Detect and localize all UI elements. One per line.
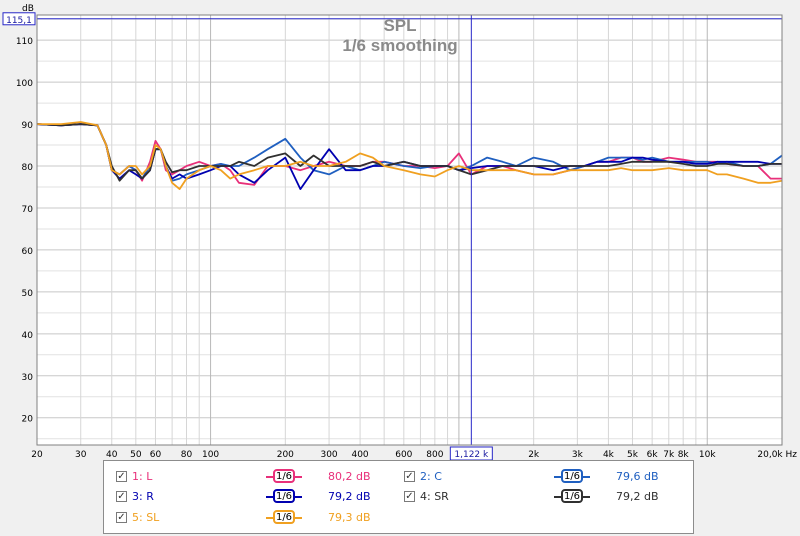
x-tick-label: 7k xyxy=(663,450,675,460)
y-tick-label: 80 xyxy=(22,163,34,173)
x-tick-label: 400 xyxy=(351,450,368,460)
x-tick-label: 50 xyxy=(130,450,142,460)
legend-value: 79,2 dB xyxy=(616,490,659,503)
x-tick-label: 300 xyxy=(320,450,337,460)
cursor-x-readout: 1,122 k xyxy=(454,450,489,460)
x-tick-label: 80 xyxy=(181,450,193,460)
legend-series-name: 2: C xyxy=(420,470,442,483)
smoothing-button[interactable]: 1/6 xyxy=(266,509,302,527)
y-tick-label: 50 xyxy=(22,289,34,299)
legend-value: 79,2 dB xyxy=(328,490,371,503)
legend-entry-1: ✓ 1: L 1/6 80,2 dB xyxy=(116,468,396,486)
legend-checkbox[interactable]: ✓ xyxy=(116,471,127,482)
legend-checkbox[interactable]: ✓ xyxy=(404,491,415,502)
series-line-4 xyxy=(36,123,782,182)
legend-entry-2: ✓ 2: C 1/6 79,6 dB xyxy=(404,468,684,486)
x-tick-label: 20,0k Hz xyxy=(757,450,797,460)
legend-checkbox[interactable]: ✓ xyxy=(116,491,127,502)
legend-series-name: 3: R xyxy=(132,490,154,503)
legend-series-name: 4: SR xyxy=(420,490,449,503)
cursor-y-readout: 115,1 xyxy=(6,16,32,26)
x-tick-label: 60 xyxy=(150,450,162,460)
x-tick-label: 10k xyxy=(699,450,716,460)
y-axis-label: dB xyxy=(22,4,34,14)
x-tick-label: 4k xyxy=(603,450,615,460)
x-tick-label: 6k xyxy=(647,450,659,460)
legend-value: 79,6 dB xyxy=(616,470,659,483)
y-tick-label: 60 xyxy=(22,247,34,257)
y-tick-label: 70 xyxy=(22,205,34,215)
plot-frame xyxy=(36,14,783,446)
legend-entry-4: ✓ 4: SR 1/6 79,2 dB xyxy=(404,488,684,506)
x-tick-label: 2k xyxy=(528,450,540,460)
y-tick-label: 40 xyxy=(22,331,34,341)
y-tick-label: 90 xyxy=(22,121,34,131)
cursor-y-readout-box xyxy=(2,12,36,26)
legend-entry-5: ✓ 5: SL 1/6 79,3 dB xyxy=(116,509,396,527)
x-tick-label: 20 xyxy=(31,450,43,460)
chart-title: SPL xyxy=(383,16,416,35)
x-tick-label: 100 xyxy=(202,450,219,460)
legend-checkbox[interactable]: ✓ xyxy=(116,512,127,523)
x-tick-label: 200 xyxy=(277,450,294,460)
smoothing-label: 1/6 xyxy=(273,469,295,483)
y-tick-labels: 20 30 40 50 60 70 80 90 100 110 xyxy=(16,37,33,425)
legend-series-name: 1: L xyxy=(132,470,153,483)
smoothing-button[interactable]: 1/6 xyxy=(266,488,302,506)
legend-series-name: 5: SL xyxy=(132,511,160,524)
legend-entry-3: ✓ 3: R 1/6 79,2 dB xyxy=(116,488,396,506)
x-tick-label: 40 xyxy=(106,450,118,460)
x-tick-label: 3k xyxy=(572,450,584,460)
legend-value: 80,2 dB xyxy=(328,470,371,483)
y-tick-label: 100 xyxy=(16,79,33,89)
chart-subtitle: 1/6 smoothing xyxy=(342,36,457,55)
cursor[interactable]: 115,1 1,122 k xyxy=(2,12,782,460)
x-tick-label: 600 xyxy=(395,450,412,460)
y-tick-label: 30 xyxy=(22,373,34,383)
legend-checkbox[interactable]: ✓ xyxy=(404,471,415,482)
smoothing-button[interactable]: 1/6 xyxy=(266,468,302,486)
x-tick-label: 800 xyxy=(426,450,443,460)
legend: ✓ 1: L 1/6 80,2 dB ✓ 2: C 1/6 79,6 dB ✓ 3: R 1/6 79… xyxy=(103,460,694,534)
smoothing-label: 1/6 xyxy=(273,489,295,503)
series-line-5 xyxy=(37,121,783,191)
smoothing-button[interactable]: 1/6 xyxy=(554,468,590,486)
smoothing-label: 1/6 xyxy=(561,469,583,483)
cursor-x-readout-box xyxy=(449,446,493,460)
smoothing-button[interactable]: 1/6 xyxy=(554,488,590,506)
plot-background xyxy=(37,15,782,445)
legend-value: 79,3 dB xyxy=(328,511,371,524)
x-tick-labels: 20 30 40 50 60 80 100 200 300 400 600 800 2k 3k 4k 5k 6k… xyxy=(31,450,797,460)
series-lines xyxy=(36,121,783,191)
smoothing-label: 1/6 xyxy=(273,510,295,524)
x-tick-label: 5k xyxy=(627,450,639,460)
y-tick-label: 20 xyxy=(22,415,34,425)
smoothing-label: 1/6 xyxy=(561,489,583,503)
x-tick-label: 8k xyxy=(678,450,690,460)
y-tick-label: 110 xyxy=(16,37,33,47)
x-tick-label: 30 xyxy=(75,450,87,460)
